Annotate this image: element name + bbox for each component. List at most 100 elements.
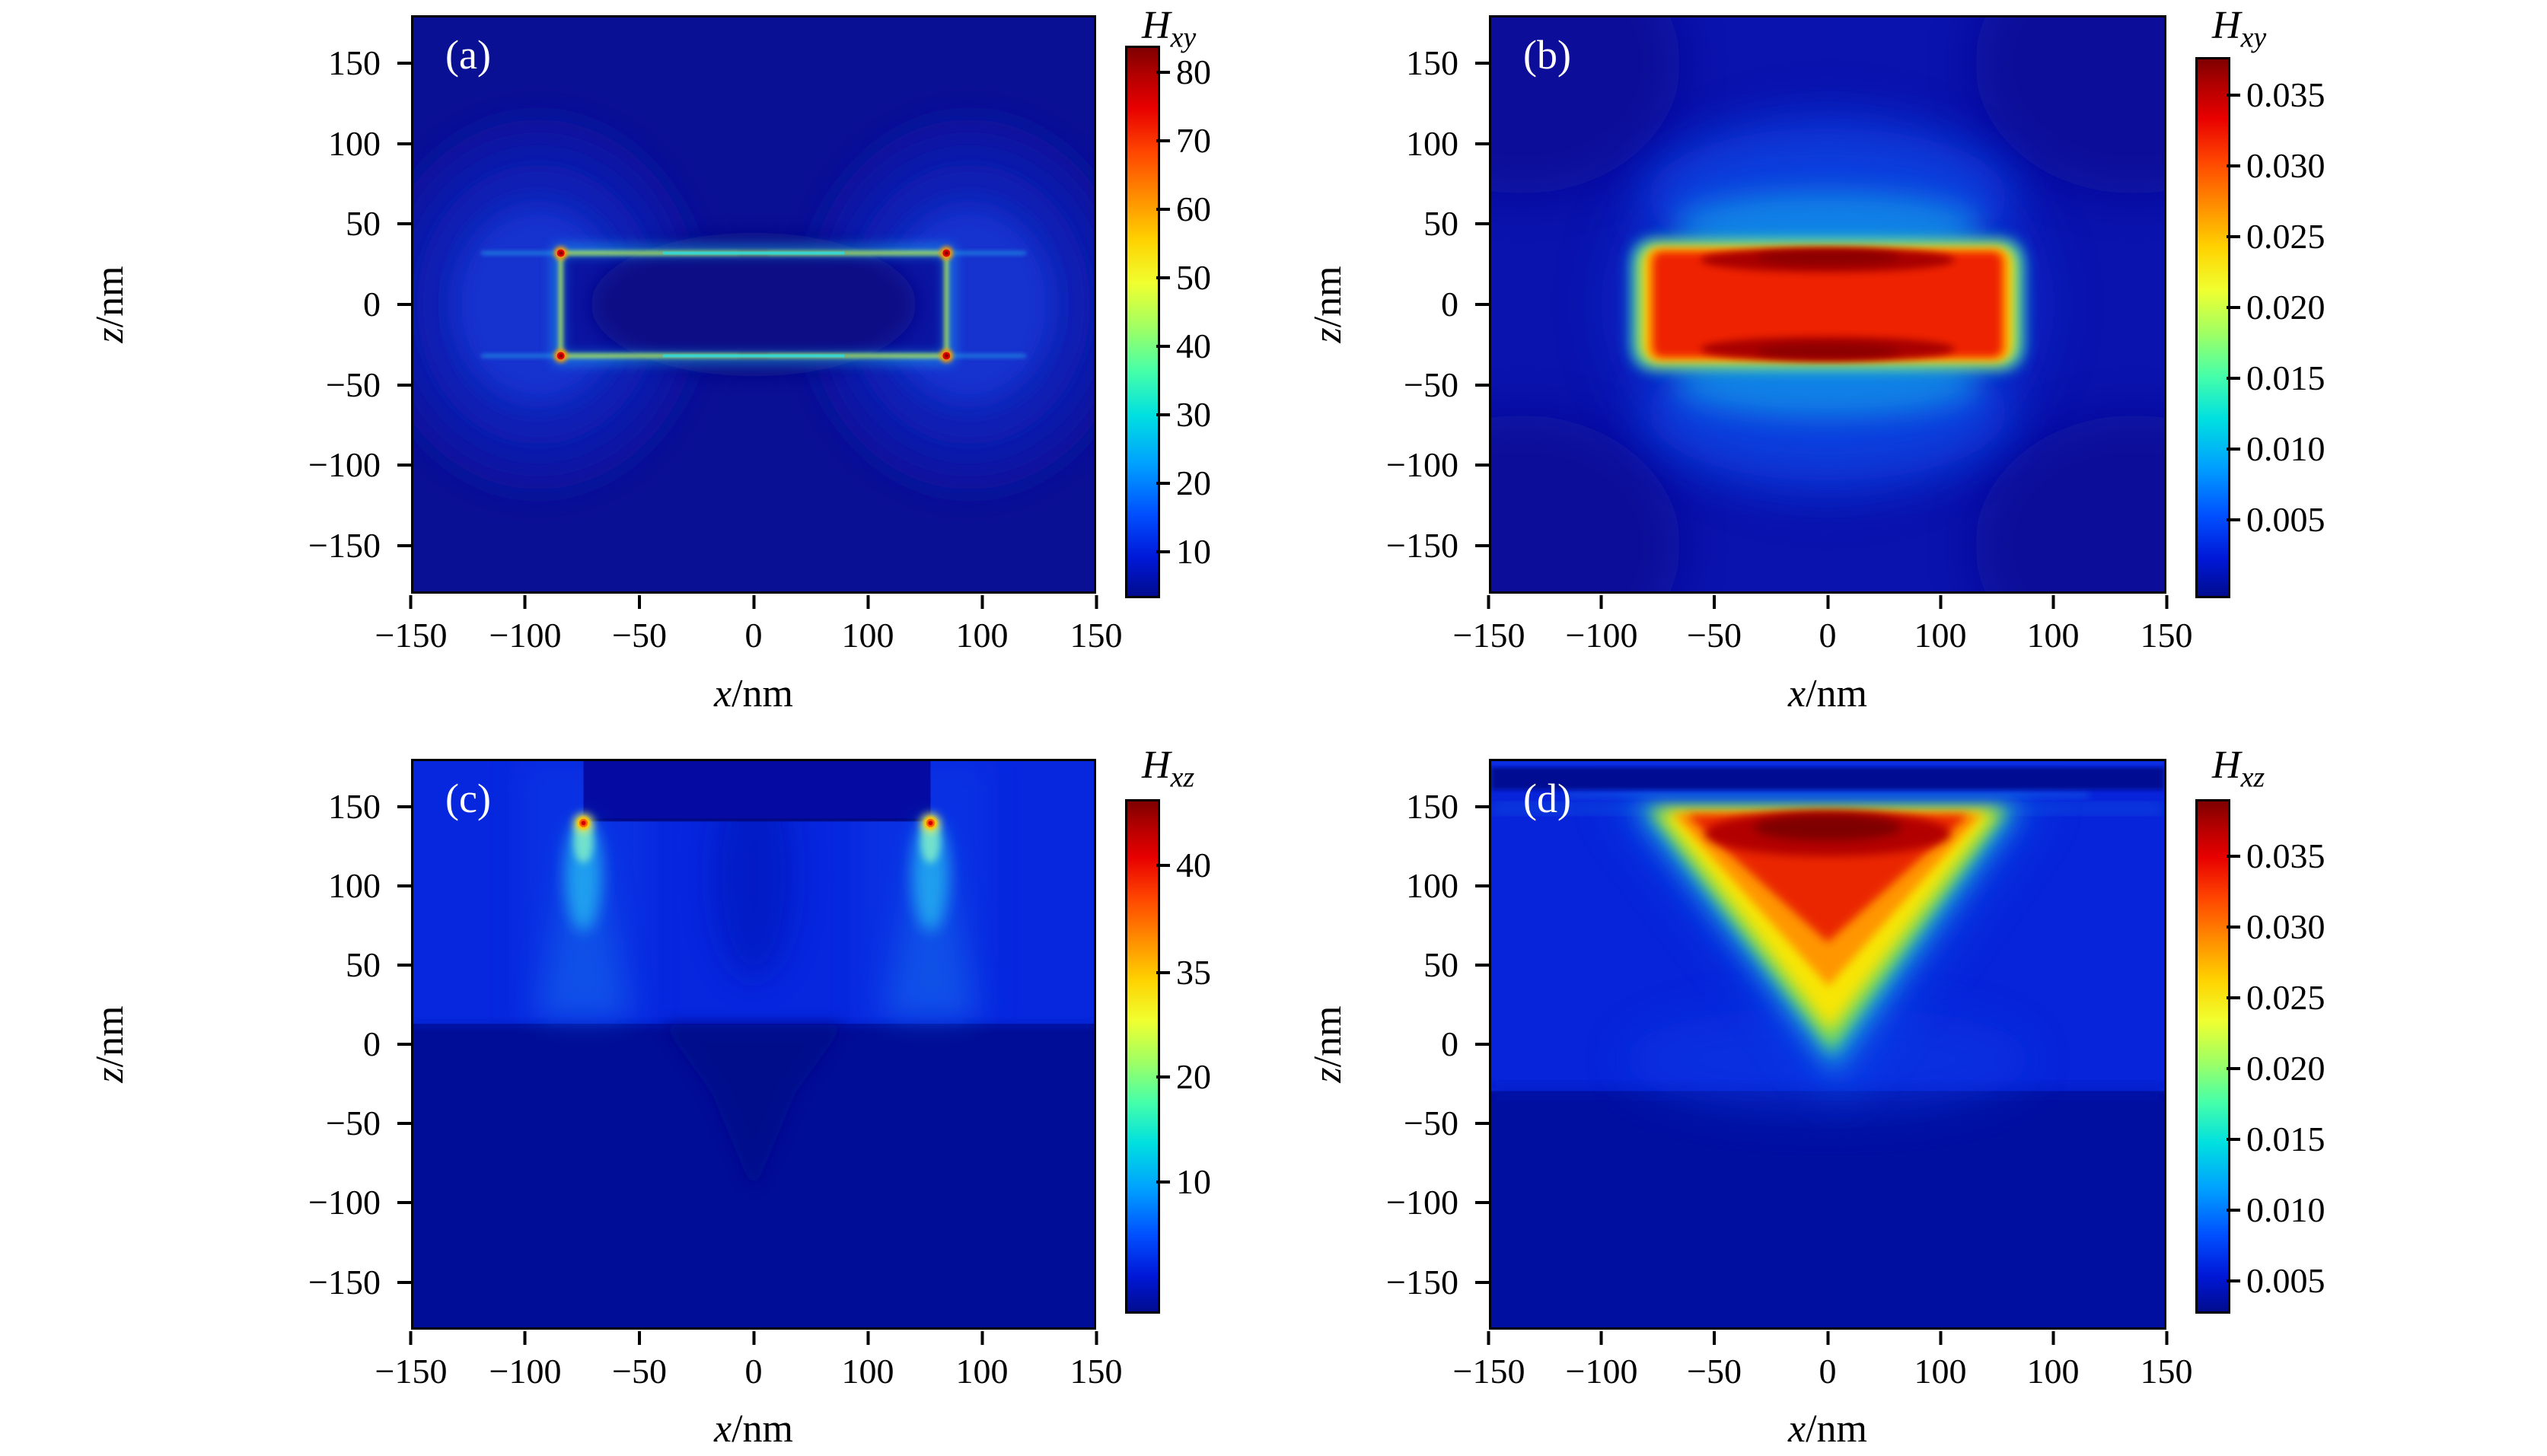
- panel-b-xlabel-var: x: [1788, 672, 1806, 715]
- panel-a-cbar-tick-7: 20: [1176, 464, 1211, 502]
- panel-a-xtick-7: 150: [1069, 616, 1123, 655]
- panel-c-ytick-4: 0: [363, 1024, 381, 1063]
- panel-a-xtick-5: 100: [841, 616, 894, 655]
- panel-b-xlabel: x/nm: [1788, 674, 1867, 714]
- panel-a-colorbar-title: Hxy: [1142, 4, 1197, 54]
- panel-b-ytick-1: 150: [1406, 43, 1458, 82]
- panel-d-xtick-7: 150: [2140, 1352, 2193, 1391]
- panel-d-xtick-3: −50: [1687, 1352, 1742, 1391]
- panel-a-cbar-tick-2: 70: [1176, 121, 1211, 160]
- panel-d-cbar-tick-5: 0.015: [2246, 1120, 2325, 1158]
- panel-c-xtick-3: −50: [612, 1352, 667, 1391]
- panel-a-ytick-4: 0: [363, 285, 381, 323]
- top-dark-band: [1491, 761, 2164, 798]
- panel-c-colorbar: [1125, 799, 1160, 1314]
- panel-c-cbar-tick-1: 40: [1176, 846, 1211, 884]
- panel-d-ytick-5: −50: [1404, 1104, 1458, 1142]
- panel-c-xtick-5: 100: [841, 1352, 894, 1391]
- panel-c-ytick-7: −150: [308, 1263, 381, 1301]
- hot-band: [1631, 239, 2025, 370]
- panel-b-ylabel-unit: /nm: [1306, 266, 1350, 328]
- panel-d-label: (d): [1523, 776, 1571, 821]
- panel-d-ytick-4: 0: [1441, 1024, 1458, 1063]
- panel-d-colorbar: [2195, 799, 2230, 1314]
- panel-c-ytick-2: 100: [328, 866, 381, 905]
- panel-a-colorbar-title-sub: xy: [1170, 21, 1197, 54]
- panel-d-xlabel: x/nm: [1788, 1410, 1867, 1449]
- panel-c-xtick-1: −150: [375, 1352, 448, 1391]
- panel-b-ytick-7: −150: [1386, 526, 1458, 565]
- panel-a-cbar-tick-1: 80: [1176, 53, 1211, 91]
- panel-b-cbar-tick-6: 0.010: [2246, 429, 2325, 468]
- panel-c-colorbar-title: Hxz: [1142, 746, 1194, 792]
- panel-d-ytick-2: 100: [1406, 866, 1458, 905]
- panel-b-xtick-6: 100: [2026, 616, 2080, 655]
- panel-c-xtick-6: 100: [955, 1352, 1009, 1391]
- panel-a-label: (a): [445, 32, 491, 78]
- panel-c-ylabel-var: z: [88, 1067, 132, 1083]
- panel-a-ylabel-unit: /nm: [88, 266, 132, 328]
- panel-d-ylabel-var: z: [1306, 1067, 1350, 1083]
- panel-b-colorbar-title: Hxy: [2212, 6, 2267, 54]
- panel-d-colorbar-title-base: H: [2212, 744, 2241, 787]
- panel-a-ytick-2: 100: [328, 124, 381, 163]
- panel-a-xtick-1: −150: [375, 616, 448, 655]
- panel-a-ylabel: z/nm: [88, 266, 132, 343]
- element-rect: [583, 761, 931, 822]
- panel-a-xlabel-var: x: [714, 672, 732, 715]
- panel-a-ytick-3: 50: [346, 204, 381, 243]
- panel-a-colorbar: [1125, 46, 1160, 598]
- panel-a-ytick-7: −150: [308, 526, 381, 565]
- panel-c-ylabel-unit: /nm: [88, 1005, 132, 1068]
- panel-c-ytick-1: 150: [328, 787, 381, 826]
- panel-a-xlabel: x/nm: [714, 674, 793, 714]
- corner-shadows: [1491, 18, 2164, 591]
- panel-a-field-svg: [413, 18, 1094, 591]
- panel-b-xtick-7: 150: [2140, 616, 2193, 655]
- panel-a-cbar-tick-4: 50: [1176, 258, 1211, 297]
- element-outline: [553, 245, 955, 364]
- corner-plume-left: [537, 762, 630, 1018]
- panel-a-ytick-1: 150: [328, 43, 381, 82]
- panel-c-xlabel-unit: /nm: [732, 1407, 793, 1451]
- panel-d-xtick-2: −100: [1565, 1352, 1638, 1391]
- panel-b-colorbar: [2195, 57, 2230, 598]
- panel-c-field-svg: [413, 761, 1094, 1327]
- panel-c-ytick-5: −50: [326, 1104, 381, 1142]
- panel-b-ylabel: z/nm: [1306, 266, 1350, 343]
- panel-b-colorbar-title-sub: xy: [2240, 21, 2267, 54]
- panel-a-colorbar-title-base: H: [1142, 4, 1171, 47]
- panel-a-xtick-3: −50: [612, 616, 667, 655]
- panel-d-xtick-1: −150: [1452, 1352, 1525, 1391]
- panel-b-xlabel-unit: /nm: [1806, 672, 1867, 715]
- panel-c-ytick-6: −100: [308, 1183, 381, 1222]
- panel-b-cbar-tick-2: 0.030: [2246, 146, 2325, 185]
- panel-c-cbar-tick-4: 10: [1176, 1162, 1211, 1201]
- panel-b-cbar-tick-1: 0.035: [2246, 75, 2325, 114]
- panel-d-field-svg: [1491, 761, 2164, 1327]
- panel-d-xtick-5: 100: [1914, 1352, 1967, 1391]
- panel-d-heatmap: (d): [1489, 759, 2166, 1330]
- panel-d-ylabel: z/nm: [1306, 1005, 1350, 1083]
- panel-b-label: (b): [1523, 32, 1571, 78]
- panel-c-label: (c): [445, 776, 491, 821]
- panel-d-xlabel-var: x: [1788, 1407, 1806, 1451]
- panel-b-xtick-5: 100: [1914, 616, 1967, 655]
- panel-c-colorbar-title-sub: xz: [1170, 761, 1195, 794]
- panel-a-ylabel-var: z: [88, 327, 132, 343]
- panel-b-xtick-4: 0: [1819, 616, 1837, 655]
- panel-d-cbar-tick-7: 0.005: [2246, 1261, 2325, 1300]
- panel-c-ytick-3: 50: [346, 945, 381, 984]
- panel-a-ytick-6: −100: [308, 445, 381, 484]
- panel-c-xtick-7: 150: [1069, 1352, 1123, 1391]
- panel-c-cbar-tick-2: 35: [1176, 953, 1211, 992]
- panel-d-ytick-6: −100: [1386, 1183, 1458, 1222]
- panel-b-ylabel-var: z: [1306, 327, 1350, 343]
- panel-d-xtick-4: 0: [1819, 1352, 1837, 1391]
- panel-a-xlabel-unit: /nm: [732, 672, 793, 715]
- panel-b-xtick-3: −50: [1687, 616, 1742, 655]
- panel-b-xtick-1: −150: [1452, 616, 1525, 655]
- panel-b-ytick-3: 50: [1423, 204, 1458, 243]
- panel-b-cbar-tick-4: 0.020: [2246, 288, 2325, 327]
- panel-d-ytick-7: −150: [1386, 1263, 1458, 1301]
